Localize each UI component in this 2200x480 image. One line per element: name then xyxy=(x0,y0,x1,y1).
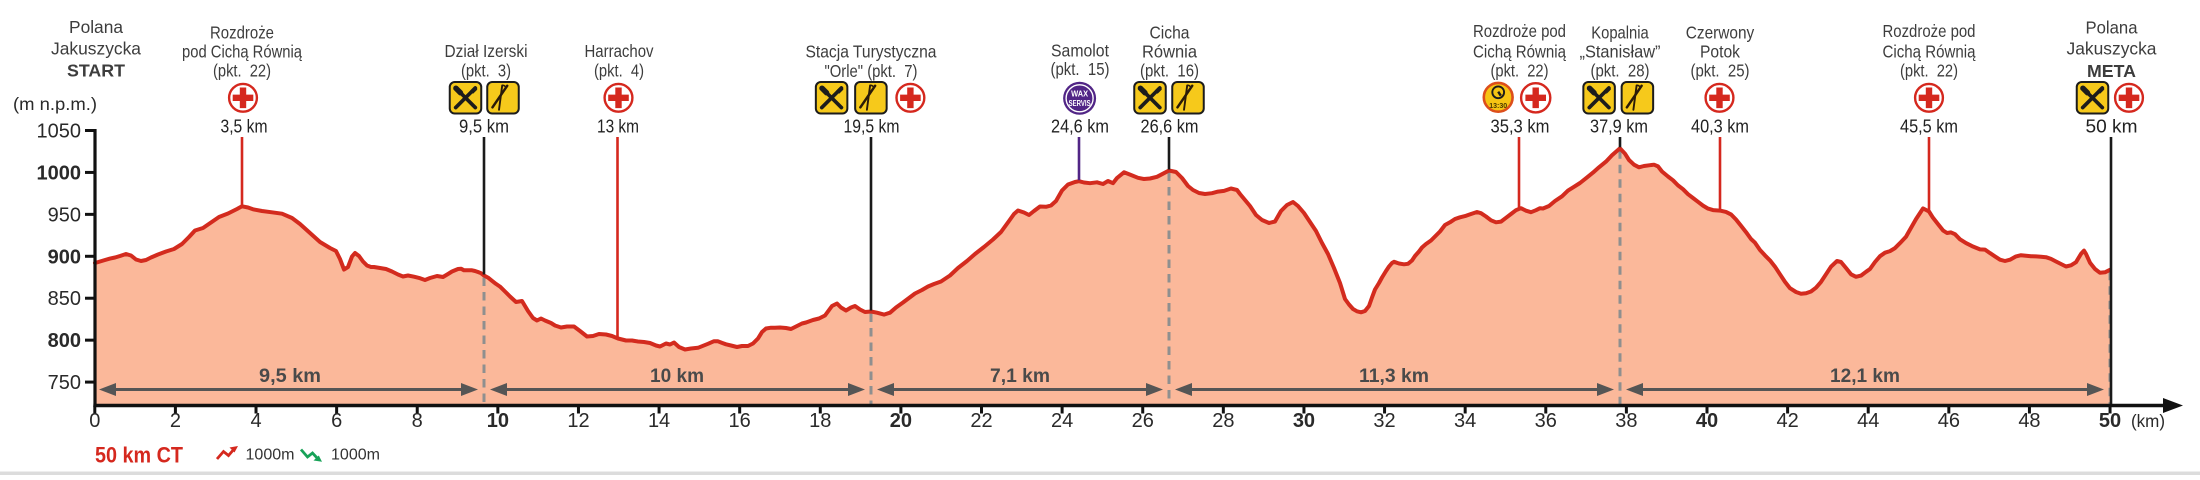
svg-text:2: 2 xyxy=(170,410,181,432)
svg-text:42: 42 xyxy=(1776,410,1798,432)
svg-text:Polana: Polana xyxy=(2086,17,2138,37)
svg-text:3,5 km: 3,5 km xyxy=(221,117,268,137)
svg-text:37,9 km: 37,9 km xyxy=(1590,117,1648,137)
svg-text:50 km: 50 km xyxy=(2086,117,2138,137)
svg-text:„Stanisław”: „Stanisław” xyxy=(1580,42,1661,62)
svg-text:Cichą Równią: Cichą Równią xyxy=(1473,42,1566,62)
svg-text:11,3 km: 11,3 km xyxy=(1359,365,1429,387)
svg-text:(pkt. 25): (pkt. 25) xyxy=(1691,61,1750,81)
svg-text:40,3 km: 40,3 km xyxy=(1691,117,1749,137)
svg-text:8: 8 xyxy=(412,410,423,432)
svg-text:16: 16 xyxy=(729,410,751,432)
svg-text:10: 10 xyxy=(487,410,509,432)
svg-text:Stacja Turystyczna: Stacja Turystyczna xyxy=(806,42,937,62)
svg-text:(pkt. 15): (pkt. 15) xyxy=(1051,59,1110,79)
svg-text:0: 0 xyxy=(89,410,100,432)
svg-text:30: 30 xyxy=(1293,410,1315,432)
svg-text:9,5 km: 9,5 km xyxy=(259,365,321,387)
svg-text:Równia: Równia xyxy=(1142,42,1197,62)
svg-text:45,5 km: 45,5 km xyxy=(1900,117,1958,137)
svg-text:Dział Izerski: Dział Izerski xyxy=(445,41,528,61)
svg-text:48: 48 xyxy=(2018,410,2040,432)
svg-text:Potok: Potok xyxy=(1700,42,1740,62)
svg-text:32: 32 xyxy=(1373,410,1395,432)
svg-text:(pkt. 22): (pkt. 22) xyxy=(213,61,271,81)
svg-text:20: 20 xyxy=(890,410,912,432)
svg-text:12,1 km: 12,1 km xyxy=(1830,365,1900,387)
svg-text:19,5 km: 19,5 km xyxy=(844,117,900,137)
svg-text:13:30: 13:30 xyxy=(1489,101,1507,110)
svg-text:26: 26 xyxy=(1132,410,1154,432)
svg-text:22: 22 xyxy=(970,410,992,432)
svg-text:pod Cichą Równią: pod Cichą Równią xyxy=(182,42,302,62)
svg-text:4: 4 xyxy=(250,410,261,432)
svg-text:Rozdroże: Rozdroże xyxy=(210,22,274,42)
svg-text:Kopalnia: Kopalnia xyxy=(1591,23,1649,43)
svg-text:50: 50 xyxy=(2099,410,2121,432)
svg-text:10 km: 10 km xyxy=(650,365,704,387)
svg-text:28: 28 xyxy=(1212,410,1234,432)
svg-text:1000m: 1000m xyxy=(331,447,380,464)
svg-text:WAX: WAX xyxy=(1071,90,1089,99)
svg-text:(m n.p.m.): (m n.p.m.) xyxy=(13,94,97,114)
svg-text:24: 24 xyxy=(1051,410,1073,432)
svg-text:50 km CT: 50 km CT xyxy=(95,443,183,468)
svg-text:(pkt. 16): (pkt. 16) xyxy=(1140,61,1199,81)
svg-text:(pkt. 22): (pkt. 22) xyxy=(1491,61,1549,81)
svg-text:"Orle" (pkt. 7): "Orle" (pkt. 7) xyxy=(825,61,918,81)
svg-text:850: 850 xyxy=(48,288,81,310)
svg-text:(pkt. 22): (pkt. 22) xyxy=(1900,61,1958,81)
svg-text:(km): (km) xyxy=(2131,411,2165,431)
svg-text:Rozdroże pod: Rozdroże pod xyxy=(1473,21,1566,41)
svg-text:12: 12 xyxy=(567,410,589,432)
svg-text:Cichą Równią: Cichą Równią xyxy=(1883,42,1976,62)
svg-text:Polana: Polana xyxy=(69,17,123,37)
svg-text:Cicha: Cicha xyxy=(1150,22,1190,42)
svg-text:800: 800 xyxy=(48,330,81,352)
svg-text:7,1 km: 7,1 km xyxy=(990,365,1050,387)
svg-text:14: 14 xyxy=(648,410,670,432)
svg-text:40: 40 xyxy=(1696,410,1718,432)
svg-text:36: 36 xyxy=(1535,410,1557,432)
svg-text:1000m: 1000m xyxy=(246,447,295,464)
svg-text:Czerwony: Czerwony xyxy=(1686,23,1755,43)
svg-text:24,6 km: 24,6 km xyxy=(1051,117,1109,137)
svg-text:9,5 km: 9,5 km xyxy=(459,117,509,137)
svg-text:750: 750 xyxy=(48,372,81,394)
svg-text:SERVIS: SERVIS xyxy=(1069,99,1091,108)
svg-text:46: 46 xyxy=(1938,410,1960,432)
svg-text:Samolot: Samolot xyxy=(1051,40,1109,60)
svg-text:Jakuszycka: Jakuszycka xyxy=(2067,39,2157,59)
svg-text:(pkt. 3): (pkt. 3) xyxy=(461,61,511,81)
svg-text:(pkt. 4): (pkt. 4) xyxy=(594,61,644,81)
svg-text:Jakuszycka: Jakuszycka xyxy=(51,39,141,59)
svg-text:Harrachov: Harrachov xyxy=(585,41,654,61)
svg-text:44: 44 xyxy=(1857,410,1879,432)
svg-text:26,6 km: 26,6 km xyxy=(1141,117,1199,137)
svg-text:1050: 1050 xyxy=(37,121,82,143)
svg-text:38: 38 xyxy=(1615,410,1637,432)
svg-text:META: META xyxy=(2087,61,2136,81)
svg-text:34: 34 xyxy=(1454,410,1476,432)
svg-text:35,3 km: 35,3 km xyxy=(1491,117,1550,137)
svg-text:1000: 1000 xyxy=(37,162,82,184)
svg-text:900: 900 xyxy=(48,246,81,268)
svg-text:(pkt. 28): (pkt. 28) xyxy=(1591,61,1650,81)
svg-text:13 km: 13 km xyxy=(597,117,639,137)
svg-text:950: 950 xyxy=(48,204,81,226)
svg-text:6: 6 xyxy=(331,410,342,432)
svg-text:18: 18 xyxy=(809,410,831,432)
svg-text:START: START xyxy=(67,61,125,81)
svg-text:Rozdroże pod: Rozdroże pod xyxy=(1883,21,1976,41)
